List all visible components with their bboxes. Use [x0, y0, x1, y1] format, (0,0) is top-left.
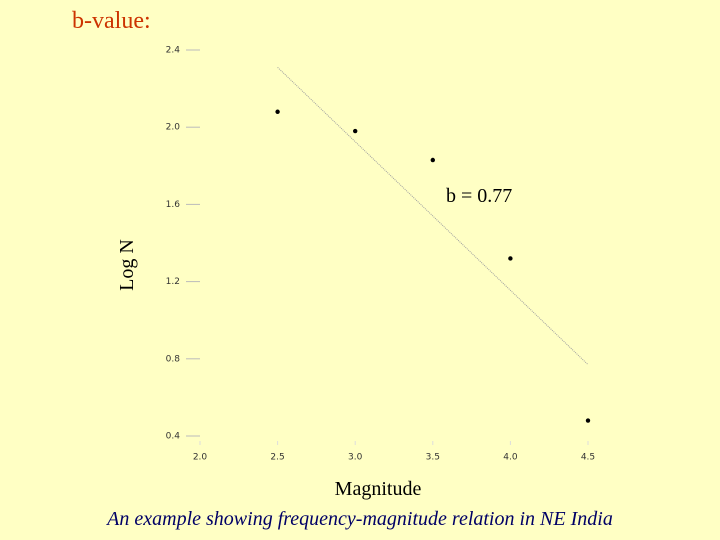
y-tick-label: 2.0 — [166, 123, 181, 133]
data-point — [430, 157, 435, 163]
x-tick-label: 2.0 — [193, 453, 208, 463]
y-tick-label: 2.4 — [166, 46, 181, 56]
x-tick-label: 3.5 — [426, 453, 440, 463]
y-tick-label: 1.2 — [166, 277, 180, 287]
chart-title: b-value: — [72, 8, 151, 34]
y-axis-label: Log N — [116, 239, 138, 291]
y-tick-label: 0.4 — [166, 432, 181, 442]
y-tick-label: 1.6 — [166, 200, 181, 210]
data-point — [353, 128, 358, 134]
caption: An example showing frequency-magnitude r… — [105, 508, 613, 530]
x-tick-label: 2.5 — [270, 453, 284, 463]
fit-line — [277, 67, 589, 365]
x-axis-label: Magnitude — [335, 478, 422, 500]
annotation: b = 0.77 — [446, 185, 512, 207]
data-point — [508, 256, 513, 261]
data-point — [585, 418, 591, 423]
x-tick-label: 4.0 — [503, 453, 518, 463]
x-tick-label: 4.5 — [581, 453, 595, 463]
data-point — [275, 109, 280, 114]
y-tick-label: 0.8 — [166, 354, 181, 364]
x-tick-label: 3.0 — [348, 453, 363, 463]
